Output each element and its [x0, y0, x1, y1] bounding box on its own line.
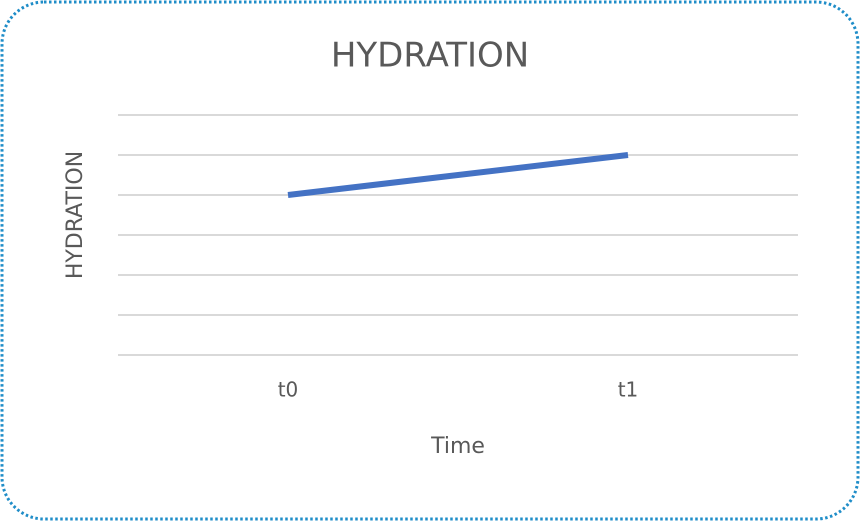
x-tick-label: t1	[618, 378, 639, 402]
x-tick-label: t0	[278, 378, 299, 402]
chart-title: HYDRATION	[331, 36, 529, 76]
data-line	[287, 152, 629, 198]
y-axis-label: HYDRATION	[63, 151, 88, 279]
x-axis-label: Time	[430, 434, 485, 459]
